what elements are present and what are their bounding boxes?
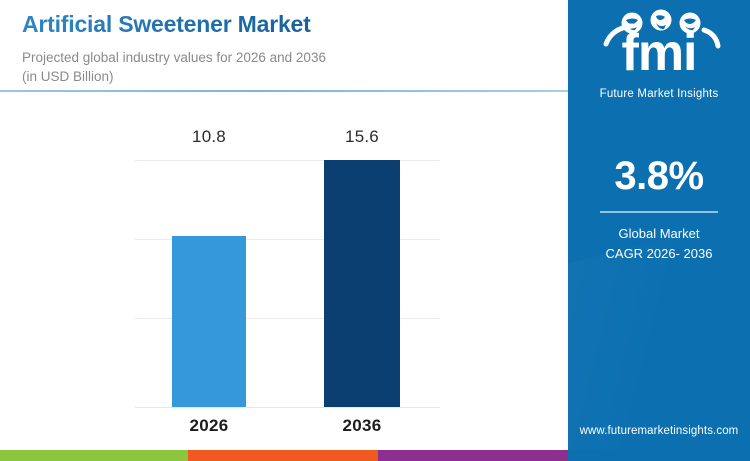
- subtitle-line-1: Projected global industry values for 202…: [22, 49, 326, 65]
- website-url[interactable]: www.futuremarketinsights.com: [579, 425, 739, 437]
- page-title: Artificial Sweetener Market: [22, 10, 542, 39]
- cagr-value: 3.8%: [614, 154, 704, 198]
- fmi-logo-tagline: Future Market Insights: [599, 88, 719, 100]
- header: Artificial Sweetener Market Projected gl…: [22, 10, 542, 86]
- stripe-segment-green: [0, 450, 188, 461]
- bar-chart: 10.8 15.6 2026 2036: [135, 127, 440, 435]
- subtitle-line-2: (in USD Billion): [22, 68, 114, 84]
- cagr-caption: Global Market CAGR 2026- 2036: [568, 224, 750, 264]
- cagr-caption-line-2: CAGR 2026- 2036: [605, 246, 713, 262]
- stripe-segment-purple: [378, 450, 568, 461]
- gridline: [135, 318, 440, 319]
- gridline: [135, 160, 440, 161]
- bar-2026: [172, 236, 246, 407]
- cagr-divider: [600, 211, 718, 213]
- cagr-caption-line-1: Global Market: [618, 226, 700, 241]
- stripe-segment-orange: [188, 450, 378, 461]
- category-label-2036: 2036: [342, 416, 382, 435]
- fmi-logo: fmi Future Market Insights: [568, 8, 750, 100]
- cagr-block: 3.8% Global Market CAGR 2026- 2036: [568, 156, 750, 264]
- category-label-2026: 2026: [189, 416, 229, 435]
- bar-value-2026: 10.8: [192, 127, 226, 146]
- header-divider: [0, 90, 568, 92]
- page-subtitle: Projected global industry values for 202…: [22, 48, 542, 86]
- stripe-segment-blue: [568, 450, 750, 461]
- bar-value-2036: 15.6: [345, 127, 379, 146]
- fmi-logo-icon: fmi: [603, 9, 721, 82]
- gridline: [135, 239, 440, 240]
- svg-text:fmi: fmi: [622, 24, 697, 82]
- chart-baseline: [135, 407, 440, 408]
- chart-pane: Artificial Sweetener Market Projected gl…: [0, 10, 568, 435]
- brand-sidebar: fmi Future Market Insights 3.8% Global M…: [568, 0, 750, 461]
- bar-2036: [324, 160, 400, 407]
- footer-color-stripe: [0, 450, 750, 461]
